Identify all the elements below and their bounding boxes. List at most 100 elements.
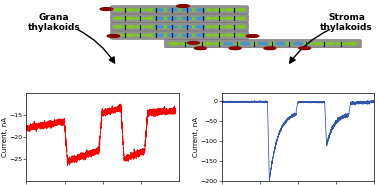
Circle shape: [203, 17, 212, 19]
Circle shape: [191, 9, 201, 11]
Circle shape: [269, 43, 279, 45]
Circle shape: [225, 17, 234, 19]
Circle shape: [258, 43, 268, 45]
FancyBboxPatch shape: [111, 6, 248, 14]
FancyBboxPatch shape: [111, 14, 248, 22]
Circle shape: [302, 43, 312, 45]
Circle shape: [113, 34, 123, 36]
Circle shape: [169, 26, 179, 28]
Circle shape: [147, 34, 156, 36]
Circle shape: [246, 35, 259, 37]
Circle shape: [147, 17, 156, 19]
Circle shape: [168, 26, 177, 28]
Circle shape: [158, 34, 168, 36]
Circle shape: [154, 9, 163, 11]
Circle shape: [258, 43, 268, 45]
Circle shape: [168, 9, 177, 11]
Circle shape: [124, 17, 134, 19]
Circle shape: [169, 34, 179, 36]
Circle shape: [113, 26, 123, 28]
Circle shape: [177, 5, 189, 7]
Circle shape: [236, 26, 246, 28]
Circle shape: [203, 34, 212, 36]
Circle shape: [169, 17, 179, 19]
Circle shape: [181, 34, 191, 36]
Circle shape: [214, 34, 223, 36]
Circle shape: [169, 9, 179, 11]
Circle shape: [264, 47, 276, 50]
Circle shape: [194, 47, 206, 50]
Circle shape: [113, 17, 123, 19]
Circle shape: [136, 34, 146, 36]
Circle shape: [214, 9, 223, 11]
Circle shape: [169, 43, 179, 45]
Circle shape: [225, 43, 234, 45]
FancyBboxPatch shape: [111, 31, 248, 39]
Circle shape: [168, 34, 177, 36]
Circle shape: [147, 26, 156, 28]
Circle shape: [154, 26, 163, 28]
FancyBboxPatch shape: [111, 23, 248, 31]
Circle shape: [195, 9, 205, 11]
Circle shape: [180, 26, 190, 28]
Circle shape: [225, 9, 234, 11]
Circle shape: [124, 9, 134, 11]
Circle shape: [191, 43, 201, 45]
Circle shape: [147, 9, 156, 11]
Circle shape: [154, 34, 163, 36]
Circle shape: [191, 17, 201, 19]
Circle shape: [181, 17, 191, 19]
Circle shape: [124, 34, 134, 36]
Circle shape: [225, 26, 234, 28]
Circle shape: [100, 8, 113, 11]
Circle shape: [136, 9, 146, 11]
Circle shape: [293, 43, 302, 45]
Circle shape: [180, 17, 190, 19]
Text: Stroma
thylakoids: Stroma thylakoids: [320, 13, 373, 32]
Circle shape: [299, 47, 311, 50]
Circle shape: [325, 43, 335, 45]
Circle shape: [203, 26, 212, 28]
Circle shape: [187, 42, 199, 44]
Y-axis label: Current, nA: Current, nA: [2, 117, 8, 157]
Circle shape: [291, 43, 301, 45]
Circle shape: [276, 43, 285, 45]
Circle shape: [314, 43, 324, 45]
Circle shape: [195, 34, 205, 36]
Text: Grana
thylakoids: Grana thylakoids: [28, 13, 81, 32]
Circle shape: [180, 34, 190, 36]
Circle shape: [136, 17, 146, 19]
Circle shape: [180, 43, 190, 45]
Circle shape: [236, 34, 246, 36]
Circle shape: [136, 26, 146, 28]
Circle shape: [223, 43, 233, 45]
Circle shape: [280, 43, 290, 45]
Circle shape: [168, 17, 177, 19]
Circle shape: [247, 43, 257, 45]
Circle shape: [336, 43, 346, 45]
Circle shape: [158, 9, 168, 11]
Circle shape: [113, 9, 123, 11]
Circle shape: [181, 26, 191, 28]
Circle shape: [203, 9, 212, 11]
Circle shape: [124, 26, 134, 28]
FancyBboxPatch shape: [164, 40, 361, 48]
Circle shape: [154, 17, 163, 19]
Y-axis label: Current, nA: Current, nA: [193, 117, 199, 157]
Circle shape: [214, 17, 223, 19]
Circle shape: [195, 17, 205, 19]
Circle shape: [203, 43, 212, 45]
Circle shape: [107, 35, 120, 37]
Circle shape: [236, 43, 246, 45]
Circle shape: [158, 26, 168, 28]
Circle shape: [214, 26, 223, 28]
Circle shape: [191, 26, 201, 28]
Circle shape: [195, 26, 205, 28]
Circle shape: [181, 9, 191, 11]
Circle shape: [229, 47, 241, 50]
Circle shape: [225, 34, 234, 36]
Circle shape: [347, 43, 357, 45]
Circle shape: [158, 17, 168, 19]
Circle shape: [191, 34, 201, 36]
Circle shape: [180, 9, 190, 11]
